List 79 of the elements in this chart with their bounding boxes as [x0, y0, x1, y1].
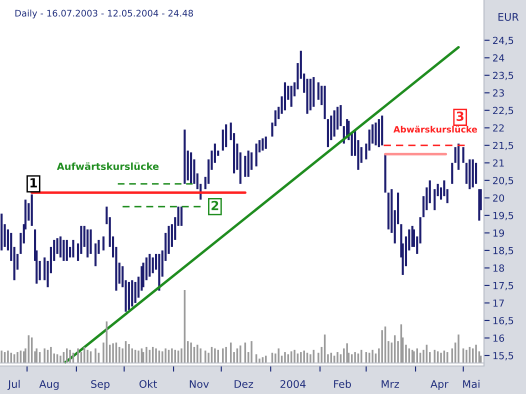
bar: [384, 154, 386, 193]
bar: [387, 192, 390, 230]
annotation: 3: [456, 112, 464, 121]
y-tick-label: 19,5: [493, 212, 514, 220]
x-tick-label: Mai: [463, 380, 480, 388]
x-tick-label: Sep: [91, 380, 110, 390]
bar: [378, 119, 380, 148]
annotation: Abwärskurslücke: [393, 126, 478, 133]
y-tick-label: 21,5: [493, 142, 514, 150]
x-tick-label: Okt: [139, 380, 157, 388]
bar: [131, 280, 134, 306]
bar: [90, 229, 92, 254]
x-tick-label: Mrz: [382, 380, 399, 388]
y-tick-label: 19: [493, 229, 504, 237]
bar: [62, 240, 65, 261]
y-tick-label: 16: [493, 334, 504, 342]
bar: [451, 162, 454, 184]
x-tick-label: Jul: [8, 380, 20, 390]
bar: [0, 214, 3, 250]
bar: [247, 150, 250, 177]
bar: [309, 78, 312, 110]
bar: [324, 86, 326, 120]
y-tick-label: 16,5: [493, 316, 514, 326]
y-axis-title: EUR: [498, 13, 519, 21]
y-tick-label: 18: [493, 264, 504, 272]
y-tick-label: 24: [493, 54, 504, 62]
bar: [180, 206, 183, 226]
bar: [152, 257, 154, 274]
bar: [478, 189, 480, 221]
bar: [475, 162, 478, 184]
bar: [128, 282, 130, 310]
bar: [462, 147, 464, 163]
y-tick-label: 20: [493, 194, 504, 202]
y-tick-label: 20,5: [493, 176, 514, 186]
x-tick-label: Dez: [234, 380, 254, 388]
bar: [381, 116, 384, 146]
y-tick-label: 17,5: [493, 282, 514, 290]
y-tick-label: 15,5: [493, 352, 514, 360]
bar: [457, 144, 460, 170]
bar: [184, 130, 186, 184]
bar: [72, 240, 74, 258]
bar: [94, 243, 97, 266]
bar: [468, 159, 471, 190]
bar: [225, 124, 228, 148]
bar: [333, 110, 336, 137]
bar: [374, 122, 377, 146]
bar: [255, 144, 258, 166]
x-tick-label: 2004: [280, 380, 306, 388]
annotation: 2: [212, 200, 218, 210]
x-tick-label: Apr: [430, 380, 448, 390]
bar: [59, 236, 62, 258]
y-tick-label: 22,5: [493, 106, 514, 116]
y-tick-label: 23: [493, 89, 504, 97]
x-tick-label: Nov: [190, 380, 209, 388]
bar: [86, 229, 89, 258]
y-tick-label: 24,5: [493, 36, 514, 46]
bar: [290, 86, 292, 107]
y-tick-label: 18,5: [493, 246, 514, 256]
annotation: 1: [30, 178, 37, 188]
bar: [326, 119, 330, 148]
bar: [66, 240, 68, 261]
bar: [102, 236, 105, 250]
bar: [264, 136, 267, 149]
y-tick-label: 17: [493, 300, 504, 307]
bar: [262, 138, 264, 151]
bar: [284, 82, 286, 110]
bar: [30, 194, 33, 226]
bar: [312, 77, 315, 107]
bar: [472, 159, 474, 188]
x-tick-label: Aug: [39, 380, 59, 390]
y-tick-label: 21: [493, 159, 504, 167]
y-tick-label: 22: [493, 124, 504, 132]
bar: [340, 105, 342, 126]
bar: [148, 254, 151, 277]
x-tick-label: Feb: [334, 380, 351, 388]
bar: [190, 152, 192, 184]
text: Daily - 16.07.2003 - 12.05.2004 - 24.48: [15, 10, 193, 18]
annotation: Aufwärtskurslücke: [56, 162, 159, 170]
y-tick-label: 23,5: [493, 72, 514, 80]
